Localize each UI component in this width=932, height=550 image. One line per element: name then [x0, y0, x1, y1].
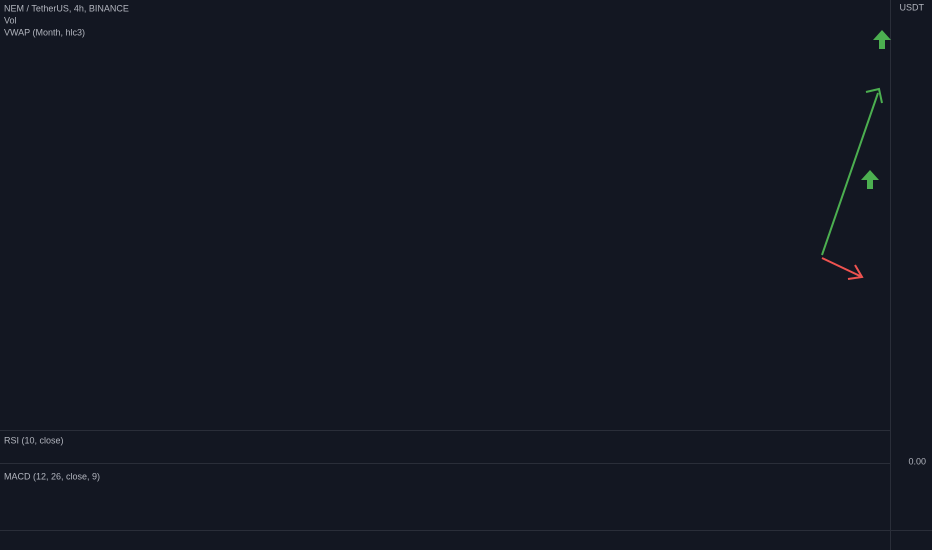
up-arrow-icon [873, 30, 891, 49]
indicator-label: RSI (10, close) [4, 435, 64, 445]
arrow-head [865, 87, 883, 104]
indicator-label: VWAP (Month, hlc3) [4, 27, 85, 37]
arrow-line [821, 92, 879, 256]
arrow-head [847, 264, 864, 280]
up-arrow-icon [861, 170, 879, 189]
annotations [821, 30, 891, 280]
rsi-axis-label: 0.00 [908, 456, 926, 466]
currency-label: USDT [900, 2, 925, 12]
symbol-title: NEM / TetherUS, 4h, BINANCE [4, 3, 129, 13]
indicator-label: MACD (12, 26, close, 9) [4, 471, 100, 481]
arrow-line [821, 257, 861, 277]
indicator-label: Vol [4, 15, 17, 25]
